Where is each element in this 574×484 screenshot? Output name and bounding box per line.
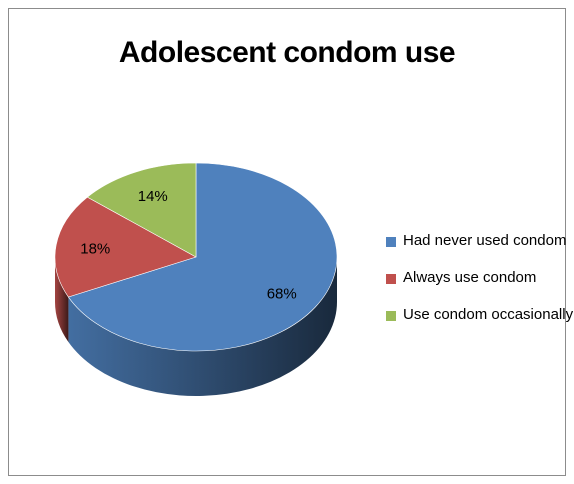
pie-slice-always (54, 196, 197, 298)
data-label-always: 18% (80, 241, 110, 258)
chart-title: Adolescent condom use (118, 36, 456, 69)
legend-swatch-occasionally (386, 311, 396, 321)
legend-label-never: Had never used condom (403, 232, 567, 249)
data-label-occasionally: 14% (138, 188, 168, 205)
pie-side-never (68, 257, 338, 396)
pie-slice-occasionally (87, 162, 197, 258)
legend-label-occasionally: Use condom occasionally (403, 306, 574, 323)
pie-slice-never (68, 162, 338, 352)
data-label-never: 68% (267, 285, 297, 302)
legend-swatch-always (386, 274, 396, 284)
legend-label-always: Always use condom (403, 269, 537, 286)
legend-swatch-never (386, 237, 396, 247)
